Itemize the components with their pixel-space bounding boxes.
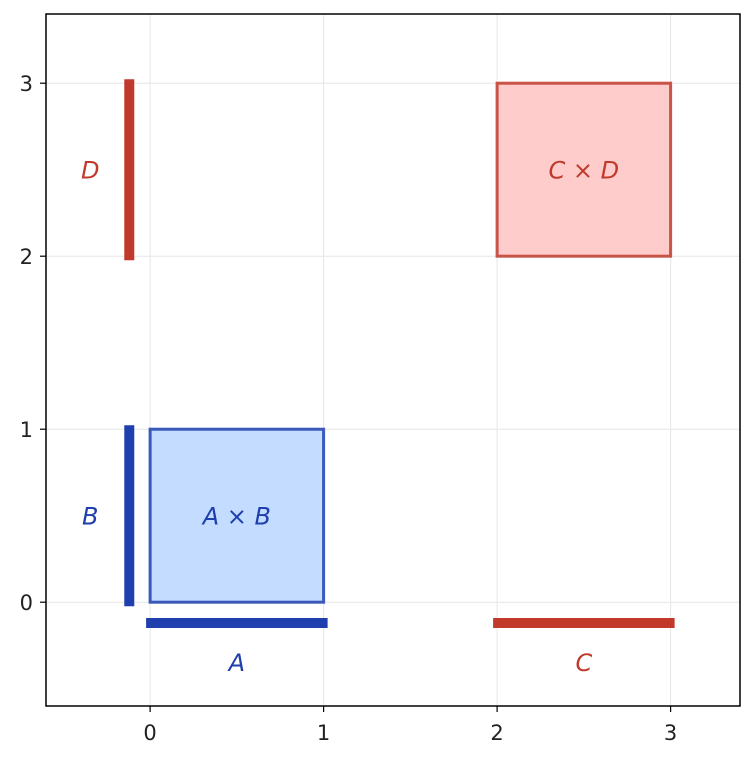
C-times-D-rect [495, 81, 673, 258]
axis-ticks: 0 1 2 3 0 1 2 3 [20, 72, 678, 745]
y-tick-label: 2 [20, 245, 33, 269]
x-tick-label: 3 [664, 721, 677, 745]
interval-A-label: A [227, 649, 245, 677]
product-rectangles: A × B C × D [148, 81, 673, 604]
x-tick-label: 0 [143, 721, 156, 745]
interval-B-label: B [82, 503, 98, 531]
x-tick-label: 1 [317, 721, 330, 745]
y-tick-label: 0 [20, 591, 33, 615]
interval-bars [124, 79, 675, 628]
y-tick-label: 3 [20, 72, 33, 96]
plot-frame [45, 13, 741, 707]
A-times-B-label: A × B [201, 503, 271, 531]
interval-C-label: C [575, 649, 592, 677]
C-times-D-label: C × D [549, 157, 620, 185]
set-labels: A B C D [81, 157, 592, 677]
x-tick-label: 2 [490, 721, 503, 745]
A-times-B-rect [148, 427, 326, 604]
interval-D-label: D [81, 157, 99, 185]
y-tick-label: 1 [20, 418, 33, 442]
